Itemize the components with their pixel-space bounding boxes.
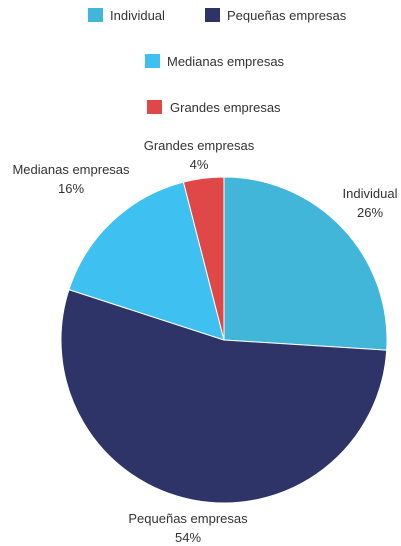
legend-label-grandes-empresas: Grandes empresas [170,100,281,115]
legend-item-individual[interactable]: Individual [88,8,165,23]
legend-label-medianas-empresas: Medianas empresas [167,54,285,69]
legend-item-pequenas-empresas[interactable]: Pequeñas empresas [205,8,347,23]
legend-swatch-individual [88,8,103,22]
legend-swatch-pequenas-empresas [205,8,220,22]
data-label-medianas-empresas: Medianas empresas 16% [12,162,130,196]
data-label-category-medianas-empresas: Medianas empresas [12,162,130,177]
pie-slice-pequenas-empresas[interactable] [60,288,388,504]
legend: Individual Pequeñas empresas Medianas empr… [88,8,347,115]
legend-swatch-medianas-empresas [145,54,160,68]
data-label-value-pequenas-empresas: 54% [175,530,201,545]
data-labels: Individual 26% Pequeñas empresas 54% Mediana… [12,138,397,545]
legend-item-grandes-empresas[interactable]: Grandes empresas [147,100,281,115]
data-label-value-individual: 26% [357,205,383,220]
pie-slices [60,176,388,504]
data-label-category-individual: Individual [343,186,398,201]
data-label-individual: Individual 26% [343,186,398,220]
data-label-pequenas-empresas: Pequeñas empresas 54% [128,511,248,545]
data-label-category-grandes-empresas: Grandes empresas [144,138,255,153]
legend-swatch-grandes-empresas [147,100,162,114]
data-label-value-grandes-empresas: 4% [190,157,209,172]
data-label-grandes-empresas: Grandes empresas 4% [144,138,255,172]
data-label-value-medianas-empresas: 16% [58,181,84,196]
pie-slice-grandes-empresas[interactable] [182,176,225,341]
legend-item-medianas-empresas[interactable]: Medianas empresas [145,54,285,69]
pie-slice-medianas-empresas[interactable] [68,181,225,341]
legend-label-pequenas-empresas: Pequeñas empresas [227,8,347,23]
pie-slice-individual[interactable] [223,176,388,351]
legend-label-individual: Individual [110,8,165,23]
data-label-category-pequenas-empresas: Pequeñas empresas [128,511,248,526]
